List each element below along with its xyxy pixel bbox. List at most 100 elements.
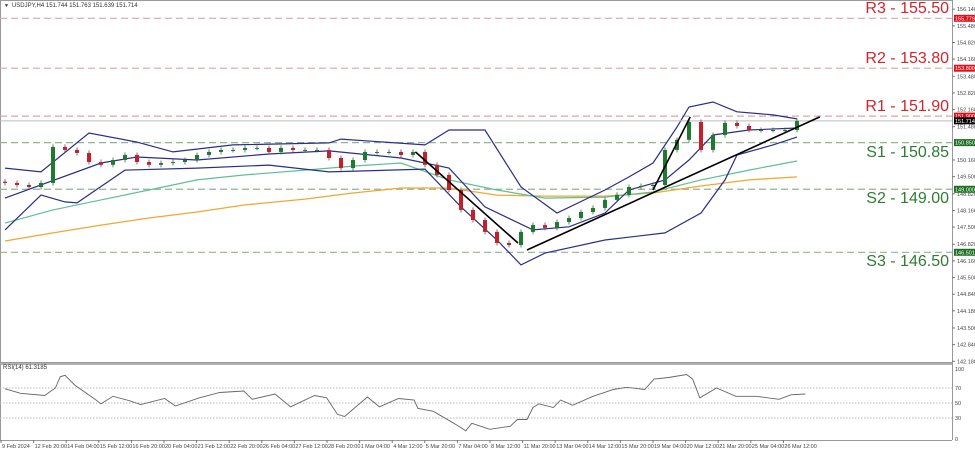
x-tick-label: 26 Mar 12:00 bbox=[784, 444, 816, 450]
y-tick-label: 146.820 bbox=[957, 242, 975, 248]
candle-bullish bbox=[363, 151, 367, 161]
candle-bullish bbox=[51, 146, 55, 183]
candle-bearish bbox=[435, 164, 439, 175]
candle-bearish bbox=[459, 190, 463, 210]
x-tick-label: 9 Feb 2024 bbox=[2, 444, 30, 450]
candle-bullish bbox=[675, 139, 679, 150]
candle-bullish bbox=[123, 154, 127, 161]
candle-bullish bbox=[639, 185, 643, 187]
level-label-r2: R2 - 153.80 bbox=[865, 50, 949, 68]
candle-bearish bbox=[483, 220, 487, 232]
candle-bullish bbox=[795, 120, 799, 130]
x-tick-label: 22 Feb 20:00 bbox=[230, 444, 262, 450]
trendline bbox=[652, 116, 691, 191]
y-tick-label: 144.180 bbox=[957, 309, 975, 315]
y-tick-label: 148.820 bbox=[957, 192, 975, 198]
y-tick-label: 146.160 bbox=[957, 259, 975, 265]
level-price-tag-text: 155.779 bbox=[955, 16, 975, 22]
candle-bullish bbox=[171, 162, 175, 164]
candle-bullish bbox=[207, 151, 211, 155]
x-tick-label: 14 Feb 04:00 bbox=[67, 444, 99, 450]
y-tick-label: 153.480 bbox=[957, 74, 975, 80]
candle-bearish bbox=[543, 225, 547, 228]
candle-bearish bbox=[27, 184, 31, 187]
trendline bbox=[414, 151, 519, 244]
y-tick-label: 152.160 bbox=[957, 108, 975, 114]
candle-bearish bbox=[135, 154, 139, 163]
candle-bearish bbox=[339, 157, 343, 169]
rsi-tick-label: 70 bbox=[955, 386, 961, 392]
level-price-tag-text: 150.850 bbox=[955, 141, 975, 147]
x-tick-label: 27 Feb 12:00 bbox=[295, 444, 327, 450]
candle-bearish bbox=[291, 147, 295, 150]
level-label-s1: S1 - 150.85 bbox=[866, 143, 949, 161]
y-tick-label: 154.820 bbox=[957, 40, 975, 46]
x-tick-label: 8 Mar 12:00 bbox=[491, 444, 520, 450]
x-tick-label: 15 Mar 20:00 bbox=[621, 444, 653, 450]
candle-bearish bbox=[495, 231, 499, 243]
level-price-tag bbox=[954, 248, 975, 256]
candle-bearish bbox=[75, 149, 79, 153]
candle-bullish bbox=[579, 211, 583, 219]
rsi-line bbox=[4, 374, 806, 432]
y-tick-label: 145.500 bbox=[957, 276, 975, 282]
y-tick-label: 156.140 bbox=[957, 7, 975, 13]
y-tick-label: 148.160 bbox=[957, 208, 975, 214]
rsi-tick-label: 100 bbox=[955, 367, 964, 373]
candle-bullish bbox=[195, 154, 199, 161]
x-tick-label: 15 Feb 12:00 bbox=[100, 444, 132, 450]
candle-bullish bbox=[687, 121, 691, 140]
x-tick-label: 26 Feb 04:00 bbox=[263, 444, 295, 450]
x-tick-label: 1 Mar 04:00 bbox=[361, 444, 390, 450]
y-tick-label: 147.500 bbox=[957, 225, 975, 231]
candle-bearish bbox=[3, 181, 7, 183]
x-tick-label: 13 Mar 04:00 bbox=[556, 444, 588, 450]
rsi-title: RSI(14) 61.3185 bbox=[3, 365, 48, 371]
x-tick-label: 20 Mar 12:00 bbox=[687, 444, 719, 450]
candle-bullish bbox=[183, 160, 187, 163]
candle-bullish bbox=[375, 151, 379, 153]
candle-bearish bbox=[747, 125, 751, 130]
chart-title: ▼ USDJPY,H4 151.744 151.763 151.639 151.7… bbox=[4, 3, 138, 9]
candle-bullish bbox=[651, 184, 655, 186]
candle-bullish bbox=[411, 151, 415, 155]
candle-bullish bbox=[111, 160, 115, 165]
y-tick-label: 142.180 bbox=[957, 359, 975, 365]
candle-bearish bbox=[99, 162, 103, 165]
y-tick-label: 144.840 bbox=[957, 292, 975, 298]
candle-bullish bbox=[351, 160, 355, 169]
candle-bullish bbox=[759, 129, 763, 131]
level-label-r1: R1 - 151.90 bbox=[865, 98, 949, 116]
level-price-tag bbox=[954, 185, 975, 193]
dropdown-triangle-icon[interactable]: ▼ bbox=[4, 3, 9, 9]
candle-bullish bbox=[591, 207, 595, 212]
current-price-tag bbox=[954, 117, 975, 125]
level-price-tag-text: 146.501 bbox=[955, 250, 975, 256]
y-tick-label: 155.480 bbox=[957, 24, 975, 30]
y-tick-label: 152.820 bbox=[957, 91, 975, 97]
level-price-tag-text: 149.000 bbox=[955, 187, 975, 193]
y-tick-label: 143.500 bbox=[957, 326, 975, 332]
x-tick-label: 11 Mar 20:00 bbox=[524, 444, 556, 450]
current-price-tag-text: 151.714 bbox=[955, 119, 975, 125]
candle-bearish bbox=[147, 162, 151, 165]
y-tick-label: 150.160 bbox=[957, 158, 975, 164]
candle-bullish bbox=[39, 182, 43, 187]
candle-bullish bbox=[627, 186, 631, 195]
x-tick-label: 7 Mar 04:00 bbox=[458, 444, 487, 450]
rsi-tick-label: 50 bbox=[955, 401, 961, 407]
candle-bearish bbox=[699, 121, 703, 150]
candle-bearish bbox=[63, 146, 67, 150]
moving-average-slow bbox=[4, 176, 798, 242]
rsi-tick-label: 30 bbox=[955, 416, 961, 422]
y-tick-label: 149.500 bbox=[957, 175, 975, 181]
bollinger-lower bbox=[4, 136, 798, 266]
candle-bullish bbox=[255, 147, 259, 149]
y-tick-label: 151.480 bbox=[957, 125, 975, 131]
x-tick-label: 19 Mar 04:00 bbox=[654, 444, 686, 450]
candle-bullish bbox=[555, 222, 559, 228]
x-tick-label: 5 Mar 20:00 bbox=[426, 444, 455, 450]
candle-bearish bbox=[267, 147, 271, 152]
candle-bullish bbox=[567, 218, 571, 223]
